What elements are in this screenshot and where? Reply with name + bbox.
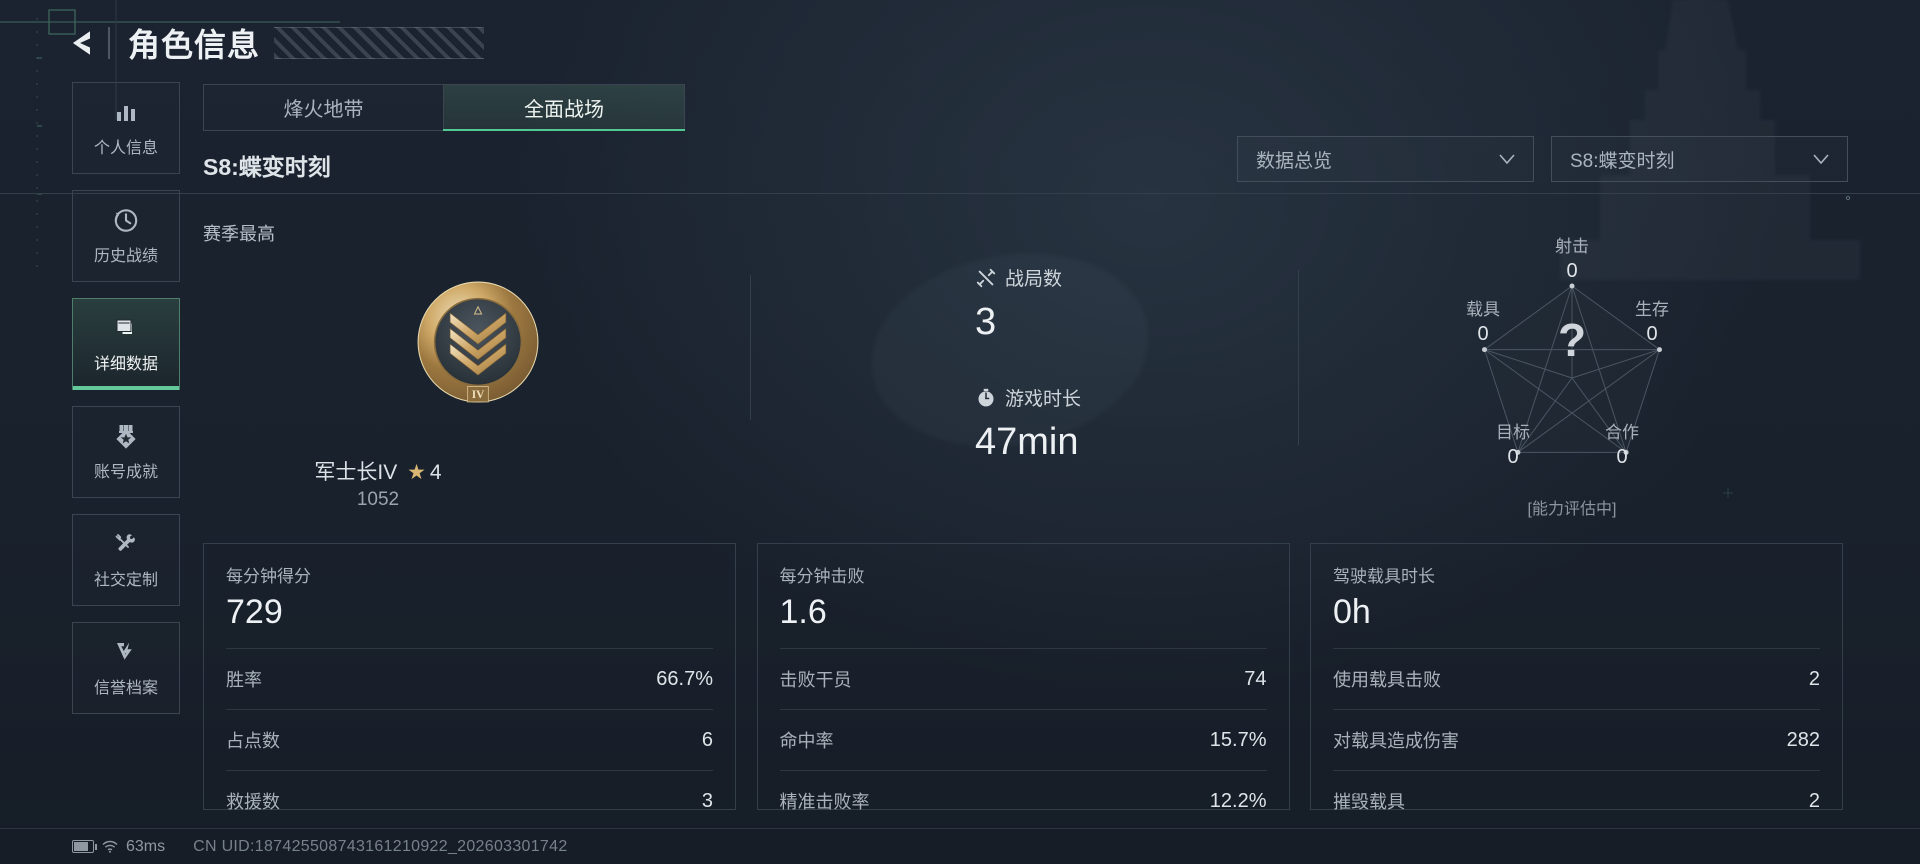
svg-text:IV: IV	[472, 389, 485, 401]
svg-text:?: ?	[1558, 314, 1586, 366]
svg-text:△: △	[473, 305, 482, 316]
